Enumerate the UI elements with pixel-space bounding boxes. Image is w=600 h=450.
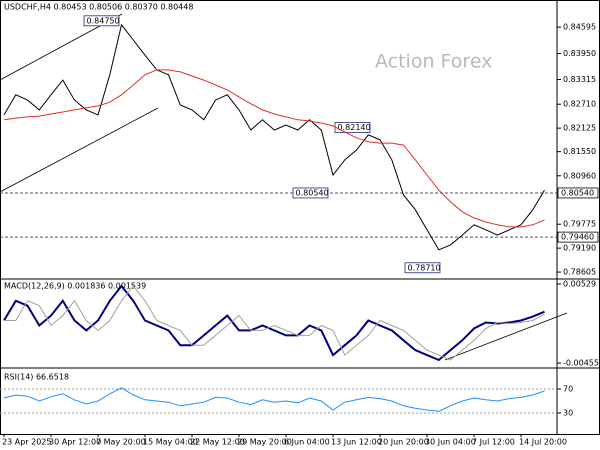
y-tick-label: 0.79190 [563, 244, 596, 253]
frame [0, 0, 600, 435]
panel-title: MACD(12,26,9) 0.001836 0.001539 [4, 282, 146, 291]
price-box-label: 0.79460 [561, 233, 594, 242]
annotation-box [404, 262, 441, 274]
x-tick-label: 7 May 20:00 [96, 438, 146, 447]
price-box [557, 187, 599, 199]
x-tick-label: 14 Jul 20:00 [519, 438, 567, 447]
y-tick-label: 30 [563, 409, 573, 418]
x-tick-label: 20 Jun 20:00 [378, 438, 429, 447]
series-line [4, 285, 545, 361]
y-tick-label: 0.82125 [563, 124, 596, 133]
x-tick-label: 29 May 20:00 [237, 438, 292, 447]
y-tick-label: 0.83950 [563, 49, 596, 58]
panel-title: USDCHF,H4 0.80453 0.80506 0.80370 0.8044… [4, 3, 193, 12]
annotation-box [292, 187, 329, 199]
y-tick-label: 0.79775 [563, 220, 596, 229]
x-tick-label: 30 Apr 12:00 [49, 438, 101, 447]
y-tick-label: 0.78605 [563, 268, 596, 277]
x-tick-label: 15 May 04:00 [143, 438, 198, 447]
x-tick-label: 23 Apr 2025 [2, 438, 51, 447]
watermark: Action Forex [375, 51, 492, 73]
price-box [557, 231, 599, 243]
annotation-box [334, 122, 371, 133]
y-tick-label: 0.82710 [563, 100, 596, 109]
y-tick-label: 0.81550 [563, 147, 596, 156]
panel-title: RSI(14) 66.6518 [4, 373, 69, 382]
y-tick-label: 0.84595 [563, 23, 596, 32]
trend-line [444, 312, 568, 361]
annotation-label: 0.80540 [296, 188, 329, 197]
y-tick-label: 0.80960 [563, 171, 596, 180]
channel-line [0, 107, 159, 193]
x-tick-label: 13 Jun 12:00 [331, 438, 382, 447]
x-tick-label: 6 Jun 04:00 [284, 438, 330, 447]
series-line [3, 387, 545, 412]
y-tick-label: 70 [563, 385, 573, 394]
series-line [3, 284, 545, 362]
annotation-label: 0.84750 [87, 16, 120, 25]
price-box-label: 0.80540 [561, 188, 594, 197]
annotation-label: 0.82140 [338, 123, 371, 132]
y-tick-label: -0.004557 [563, 359, 600, 368]
series-line [3, 69, 545, 228]
annotation-box [83, 15, 120, 27]
y-tick-label: 0.83315 [563, 75, 596, 84]
x-tick-label: 30 Jun 04:00 [425, 438, 476, 447]
x-tick-label: 7 Jul 12:00 [472, 438, 515, 447]
annotation-label: 0.78710 [408, 263, 441, 272]
x-tick-label: 22 May 12:00 [190, 438, 245, 447]
y-tick-label: 0.00529 [563, 279, 596, 288]
series-line [3, 23, 545, 251]
